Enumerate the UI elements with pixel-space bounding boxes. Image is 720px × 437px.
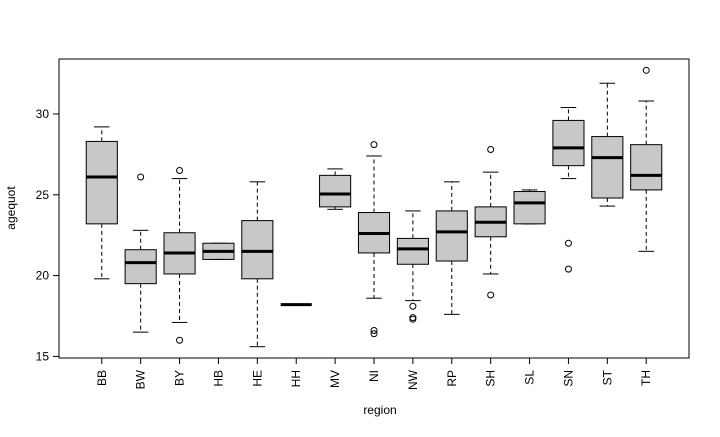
outlier [487,146,495,154]
x-tick-label: NI [367,370,381,382]
x-tick-label: BY [173,370,187,386]
outlier [176,167,184,175]
x-tick-label: MV [328,370,342,388]
plot-frame [58,58,690,359]
y-tick-label: 25 [36,188,50,202]
x-tick-label: HH [289,370,303,387]
x-axis-label: region [363,403,396,417]
y-tick-label: 30 [36,107,50,121]
x-tick-label: SN [561,370,575,387]
outlier [409,302,417,310]
outlier [409,315,417,323]
outlier [642,66,650,74]
box [241,220,274,280]
box [513,191,546,225]
x-tick-label: BW [134,369,148,389]
box [85,140,118,225]
x-tick-label: HE [250,370,264,387]
outlier [564,265,572,273]
x-tick-label: HB [211,370,225,387]
outlier [176,336,184,344]
x-tick-label: NW [406,369,420,390]
y-axis-label: agequot [4,186,18,230]
box [124,249,157,285]
box [396,237,429,265]
outlier [370,141,378,149]
box [630,144,663,191]
outlier [370,330,378,338]
y-tick-label: 20 [36,269,50,283]
box [591,136,624,199]
x-tick-label: SH [484,370,498,387]
x-tick-label: TH [639,370,653,386]
x-tick-label: RP [445,370,459,387]
box [552,119,585,167]
x-tick-label: ST [600,369,614,385]
outlier [564,239,572,247]
box [435,210,468,262]
x-tick-label: BB [95,370,109,386]
x-tick-label: SL [523,370,537,385]
box [319,174,352,208]
outlier [137,173,145,181]
outlier [370,327,378,335]
y-tick-label: 15 [36,349,50,363]
outlier [487,291,495,299]
